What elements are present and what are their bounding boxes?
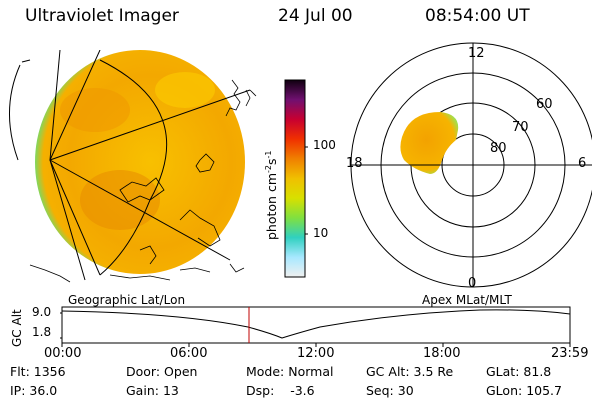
door-value: Open — [164, 364, 198, 379]
dsp-value: -3.6 — [290, 383, 315, 398]
polar-plot — [350, 42, 592, 288]
flt-label: Flt: — [10, 364, 30, 379]
orbit-xtick-0000: 00:00 — [44, 346, 82, 361]
mlt-label-18: 18 — [346, 156, 363, 171]
gcalt-value: 3.5 Re — [413, 364, 454, 379]
colorbar — [284, 79, 308, 278]
dsp-label: Dsp: — [246, 383, 275, 398]
orbit-ytick-high: 9.0 — [32, 305, 52, 319]
door-label: Door: — [126, 364, 161, 379]
date-label: 24 Jul 00 — [278, 6, 353, 26]
lat-label-80: 80 — [490, 141, 507, 156]
glat-value: 81.8 — [523, 364, 552, 379]
auroral-oval — [400, 112, 459, 174]
colorbar-tick-10: 10 — [313, 226, 329, 240]
mode-value: Normal — [288, 364, 334, 379]
geographic-label: Geographic Lat/Lon — [68, 293, 186, 307]
mlt-label-6: 6 — [578, 156, 587, 171]
ip-value: 36.0 — [29, 383, 58, 398]
gain-value: 13 — [162, 383, 179, 398]
flt-value: 1356 — [33, 364, 66, 379]
colorbar-unit: photon cm-2s-1 — [264, 150, 280, 240]
seq-value: 30 — [397, 383, 414, 398]
orbit-plot — [60, 306, 571, 347]
glat-label: GLat: — [486, 364, 520, 379]
orbit-xtick-0600: 06:00 — [170, 346, 208, 361]
altitude-curve — [61, 309, 571, 339]
glon-label: GLon: — [486, 383, 523, 398]
glon-value: 105.7 — [526, 383, 562, 398]
orbit-xtick-1800: 18:00 — [423, 346, 461, 361]
lat-label-70: 70 — [512, 120, 529, 135]
mode-label: Mode: — [246, 364, 285, 379]
lat-label-60: 60 — [536, 97, 553, 112]
seq-label: Seq: — [366, 383, 394, 398]
gcalt-label: GC Alt: — [366, 364, 410, 379]
instrument-title: Ultraviolet Imager — [25, 6, 179, 26]
geographic-grid — [9, 50, 251, 281]
coastlines — [29, 79, 257, 283]
geographic-image — [9, 50, 257, 283]
orbit-xtick-2359: 23:59 — [551, 346, 589, 361]
mlt-label-0: 0 — [468, 276, 477, 291]
orbit-ylabel: GC Alt — [10, 309, 24, 347]
gain-label: Gain: — [126, 383, 159, 398]
ip-label: IP: — [10, 383, 26, 398]
colorbar-tick-100: 100 — [313, 138, 336, 152]
orbit-xtick-1200: 12:00 — [297, 346, 335, 361]
mlt-label-12: 12 — [468, 46, 485, 61]
time-label: 08:54:00 UT — [425, 6, 530, 26]
orbit-ytick-low: 1.8 — [32, 325, 52, 339]
apex-label: Apex MLat/MLT — [422, 293, 512, 307]
